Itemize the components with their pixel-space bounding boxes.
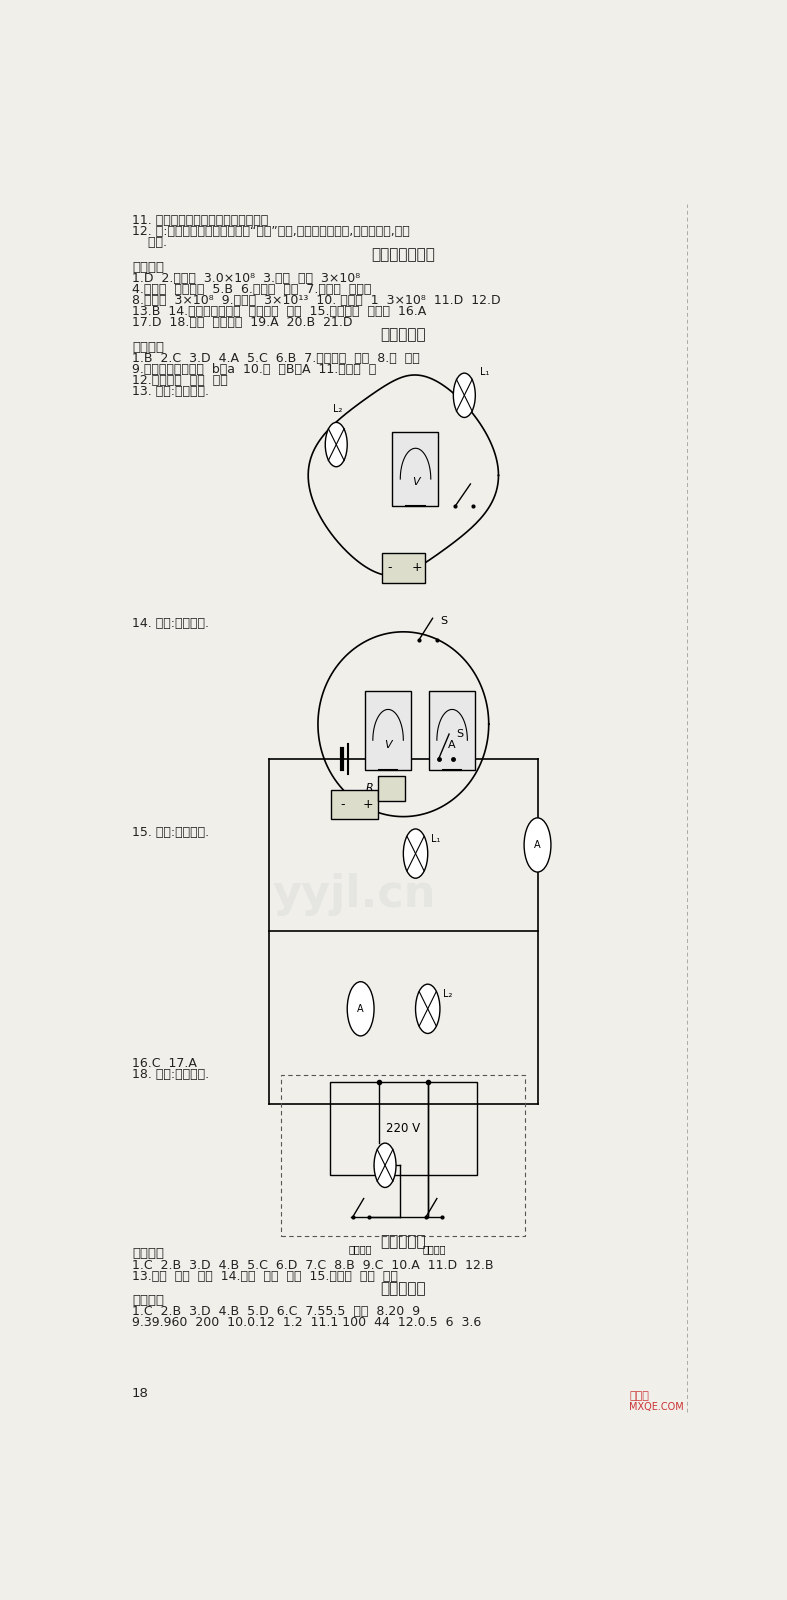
Circle shape (416, 984, 440, 1034)
Text: 16.C  17.A: 16.C 17.A (132, 1056, 197, 1069)
Text: L₂: L₂ (443, 989, 453, 998)
Text: 1.B  2.C  3.D  4.A  5.C  6.B  7.摩擦起电  同种  8.负  吸引: 1.B 2.C 3.D 4.A 5.C 6.B 7.摩擦起电 同种 8.负 吸引 (132, 352, 419, 365)
Text: A: A (449, 741, 456, 750)
Text: -: - (340, 798, 345, 811)
Text: 声控开关: 声控开关 (349, 1245, 372, 1254)
Text: 15. 答案:如图所示.: 15. 答案:如图所示. (132, 826, 209, 838)
Text: L₂: L₂ (333, 403, 342, 414)
Text: 8.可见光  3×10⁸  9.电磁波  3×10¹³  10. 电磁波  1  3×10⁸  11.D  12.D: 8.可见光 3×10⁸ 9.电磁波 3×10¹³ 10. 电磁波 1 3×10⁸… (132, 294, 501, 307)
Text: MXQE.COM: MXQE.COM (629, 1402, 684, 1411)
Text: 章末总结与复习: 章末总结与复习 (371, 248, 435, 262)
Text: 专题巩固三: 专题巩固三 (381, 1282, 426, 1296)
Text: +: + (412, 562, 422, 574)
Text: 18. 答案:如图所示.: 18. 答案:如图所示. (132, 1067, 209, 1080)
Bar (331, 1082, 477, 1174)
Text: S: S (440, 616, 447, 626)
Text: 断电.: 断电. (132, 237, 167, 250)
Text: 专题巩固一: 专题巩固一 (381, 328, 426, 342)
Text: 4.不需要  金属容器  5.B  6.电磁波  静止  7.电磁波  红外线: 4.不需要 金属容器 5.B 6.电磁波 静止 7.电磁波 红外线 (132, 283, 371, 296)
Bar (393, 432, 438, 506)
Text: 9.同种电荷相互排斥  b到a  10.正  由B到A  11.半导体  光: 9.同种电荷相互排斥 b到a 10.正 由B到A 11.半导体 光 (132, 363, 376, 376)
Text: L₁: L₁ (479, 366, 489, 376)
Bar (382, 554, 425, 582)
Text: 12.摩擦起电  导体  向上: 12.摩擦起电 导体 向上 (132, 374, 227, 387)
Text: +: + (363, 798, 373, 811)
Text: 9.39.960  200  10.0.12  1.2  11.1 100  44  12.0.5  6  3.6: 9.39.960 200 10.0.12 1.2 11.1 100 44 12.… (132, 1317, 481, 1330)
Bar (429, 691, 475, 770)
Text: L₁: L₁ (430, 834, 440, 843)
Text: 13.B  14.煌、石油、核能  二次能源  方向  15.电磁感应  可再生  16.A: 13.B 14.煌、石油、核能 二次能源 方向 15.电磁感应 可再生 16.A (132, 306, 427, 318)
Text: 1.D  2.电磁波  3.0×10⁸  3.摩擦  电磁  3×10⁸: 1.D 2.电磁波 3.0×10⁸ 3.摩擦 电磁 3×10⁸ (132, 272, 360, 285)
Text: 12. 答:当人暫时离开时应先设置“睡眠”模式,人长时间离开时,要拔掉插头,直接: 12. 答:当人暫时离开时应先设置“睡眠”模式,人长时间离开时,要拔掉插头,直接 (132, 226, 410, 238)
Text: 13.变小  变小  变大  14.变小  变小  不变  15.半导体  电流  变大: 13.变小 变小 变大 14.变小 变小 不变 15.半导体 电流 变大 (132, 1270, 397, 1283)
Text: 17.D  18.聚变  不可再生  19.A  20.B  21.D: 17.D 18.聚变 不可再生 19.A 20.B 21.D (132, 317, 353, 330)
Circle shape (374, 1142, 396, 1187)
Text: 18: 18 (132, 1387, 149, 1400)
Circle shape (524, 818, 551, 872)
Text: V: V (412, 477, 419, 486)
Text: A: A (357, 1003, 364, 1014)
Text: 专题巩固二: 专题巩固二 (381, 1234, 426, 1250)
Circle shape (404, 829, 428, 878)
Text: 针对训练: 针对训练 (132, 1248, 164, 1261)
Circle shape (347, 982, 374, 1035)
Bar (282, 1075, 526, 1235)
Text: A: A (534, 840, 541, 850)
Text: V: V (384, 741, 392, 750)
Circle shape (325, 422, 347, 467)
Text: 1.C  2.B  3.D  4.B  5.C  6.D  7.C  8.B  9.C  10.A  11.D  12.B: 1.C 2.B 3.D 4.B 5.C 6.D 7.C 8.B 9.C 10.A… (132, 1259, 493, 1272)
Text: R: R (366, 784, 374, 794)
Text: S: S (456, 730, 463, 739)
Text: 14. 答案:如图所示.: 14. 答案:如图所示. (132, 616, 209, 630)
Text: 光控开关: 光控开关 (422, 1245, 445, 1254)
Text: 11. 使用清洁能源　加强废气排放管理: 11. 使用清洁能源 加强废气排放管理 (132, 214, 268, 227)
Circle shape (453, 373, 475, 418)
Text: 考点突破: 考点突破 (132, 261, 164, 274)
Text: 13. 答案:如图所示.: 13. 答案:如图所示. (132, 386, 209, 398)
Bar (331, 789, 378, 819)
Text: 1.C  2.B  3.D  4.B  5.D  6.C  7.55.5  电流  8.20  9: 1.C 2.B 3.D 4.B 5.D 6.C 7.55.5 电流 8.20 9 (132, 1306, 420, 1318)
Text: 针对训练: 针对训练 (132, 1294, 164, 1307)
Bar (365, 691, 411, 770)
Text: 220 V: 220 V (386, 1122, 420, 1134)
Bar (378, 776, 405, 800)
Text: 针对训练: 针对训练 (132, 341, 164, 354)
Text: yyjl.cn: yyjl.cn (273, 872, 436, 915)
Text: 答案圈: 答案圈 (629, 1390, 649, 1400)
Text: -: - (388, 562, 392, 574)
